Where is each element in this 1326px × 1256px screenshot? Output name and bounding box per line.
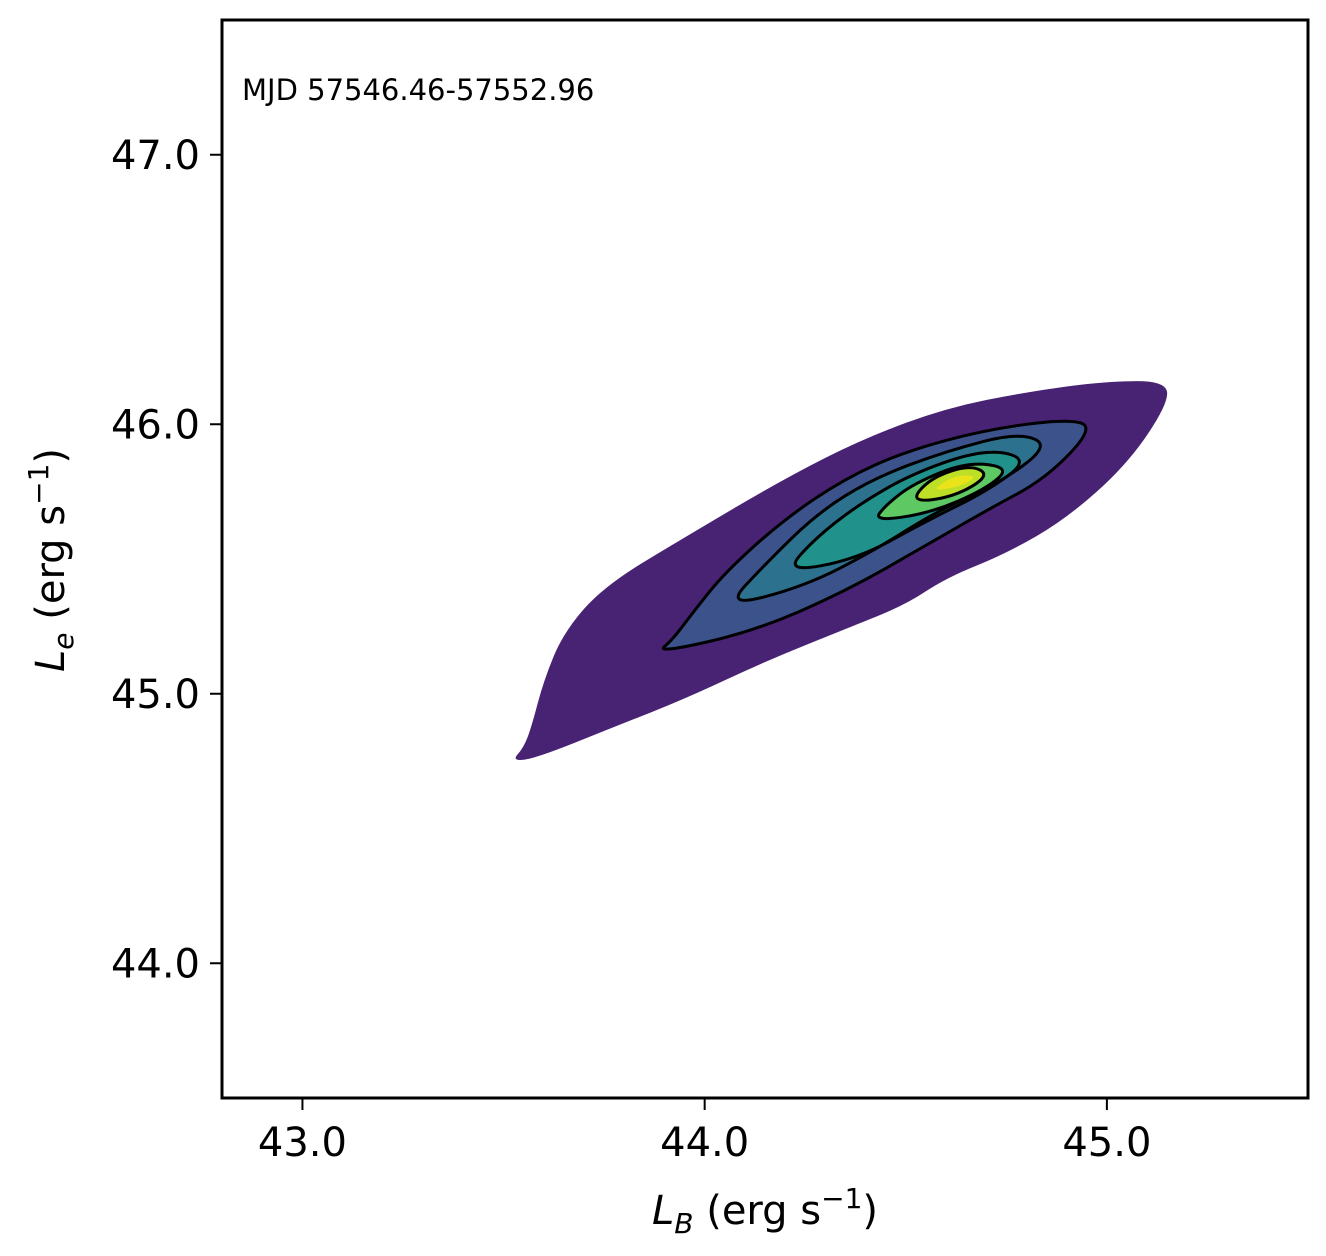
contour-fill-level-7 bbox=[936, 475, 974, 490]
x-axis-ticks: 43.0 44.0 45.0 bbox=[258, 1098, 1151, 1166]
y-tick-label: 46.0 bbox=[111, 402, 200, 448]
mjd-annotation: MJD 57546.46-57552.96 bbox=[242, 73, 594, 107]
plot-frame bbox=[220, 18, 1310, 1100]
y-tick-label: 45.0 bbox=[111, 672, 200, 718]
contour-line-level-6 bbox=[915, 466, 986, 502]
contour-line-level-2 bbox=[661, 419, 1088, 651]
contour-line-level-3 bbox=[736, 434, 1042, 602]
contour-line-level-5 bbox=[877, 462, 1005, 521]
contour-lines bbox=[661, 419, 1088, 651]
y-tick-label: 44.0 bbox=[111, 941, 200, 987]
y-tick-label: 47.0 bbox=[111, 133, 200, 179]
x-axis-label: LB (erg s−1) bbox=[652, 1182, 878, 1240]
y-axis-label: Le (erg s−1) bbox=[22, 448, 80, 672]
y-axis-ticks: 44.0 45.0 46.0 47.0 bbox=[111, 133, 222, 987]
contour-line-level-4 bbox=[793, 450, 1021, 570]
x-tick-label: 45.0 bbox=[1062, 1120, 1151, 1166]
x-tick-label: 44.0 bbox=[660, 1120, 749, 1166]
x-tick-label: 43.0 bbox=[258, 1120, 347, 1166]
